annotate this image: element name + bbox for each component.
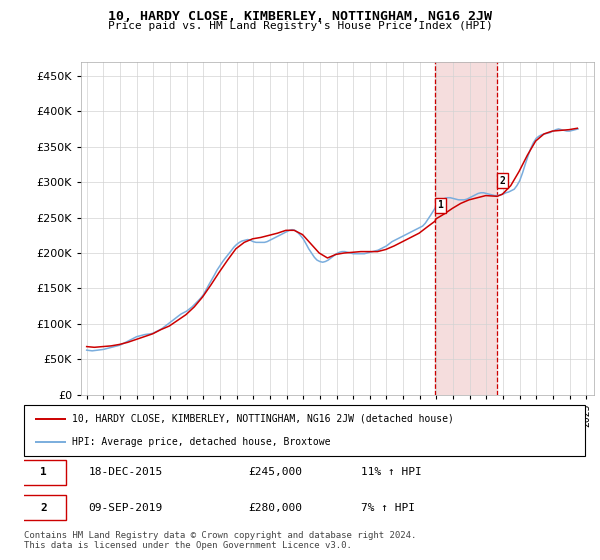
Text: 1: 1 [437,200,443,211]
FancyBboxPatch shape [21,460,66,484]
FancyBboxPatch shape [24,405,585,456]
Text: 18-DEC-2015: 18-DEC-2015 [89,467,163,477]
Text: 11% ↑ HPI: 11% ↑ HPI [361,467,421,477]
Text: 2: 2 [500,176,506,186]
Text: 2: 2 [40,503,47,513]
Text: HPI: Average price, detached house, Broxtowe: HPI: Average price, detached house, Brox… [71,437,330,447]
Text: 10, HARDY CLOSE, KIMBERLEY, NOTTINGHAM, NG16 2JW (detached house): 10, HARDY CLOSE, KIMBERLEY, NOTTINGHAM, … [71,414,454,424]
Text: £280,000: £280,000 [248,503,302,513]
Bar [435,62,497,395]
Text: 1: 1 [40,467,47,477]
Text: 09-SEP-2019: 09-SEP-2019 [89,503,163,513]
Text: Price paid vs. HM Land Registry's House Price Index (HPI): Price paid vs. HM Land Registry's House … [107,21,493,31]
Text: 10, HARDY CLOSE, KIMBERLEY, NOTTINGHAM, NG16 2JW: 10, HARDY CLOSE, KIMBERLEY, NOTTINGHAM, … [108,10,492,23]
Text: £245,000: £245,000 [248,467,302,477]
Text: 7% ↑ HPI: 7% ↑ HPI [361,503,415,513]
Text: Contains HM Land Registry data © Crown copyright and database right 2024.
This d: Contains HM Land Registry data © Crown c… [24,531,416,550]
FancyBboxPatch shape [21,495,66,520]
